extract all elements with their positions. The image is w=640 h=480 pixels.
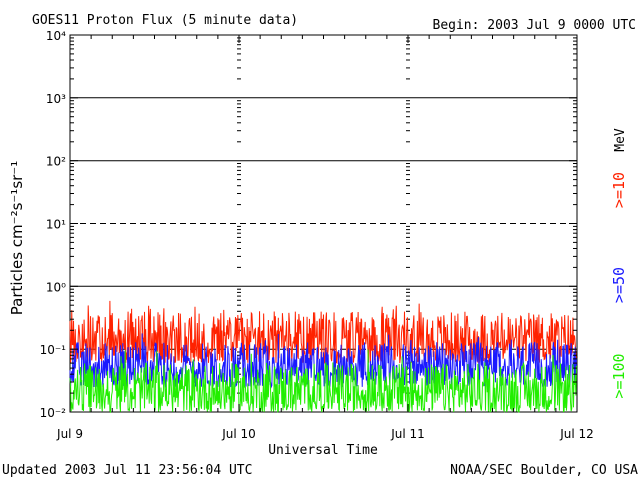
x-axis-label: Universal Time (268, 443, 378, 458)
y-axis-label: Particles cm⁻²s⁻¹sr⁻¹ (8, 161, 26, 315)
gridlines (70, 97, 577, 350)
y-tick-label: 10² (46, 155, 66, 169)
legend-entry: >=10 (610, 172, 628, 208)
x-tick-label: Jul 9 (56, 427, 83, 441)
begin-time-label: Begin: 2003 Jul 9 0000 UTC (433, 18, 637, 33)
y-axis-ticks: 10⁻² 10⁻¹ 10⁰ 10¹ 10² 10³ 10⁴ (40, 29, 577, 420)
y-tick-label: 10⁻² (40, 406, 67, 420)
y-tick-label: 10⁴ (46, 29, 66, 43)
legend: MeV >=10 >=50 >=100 (610, 128, 628, 398)
legend-entry: >=50 (610, 267, 628, 303)
series-line-1 (69, 333, 577, 389)
y-tick-label: 10¹ (46, 218, 66, 232)
series-line-2 (69, 349, 577, 414)
series-line-0 (69, 300, 577, 365)
series-layer (69, 300, 577, 414)
credit-label: NOAA/SEC Boulder, CO USA (450, 463, 638, 478)
y-tick-label: 10⁻¹ (40, 343, 67, 357)
y-tick-label: 10⁰ (46, 280, 66, 294)
x-axis-ticks: Jul 9 Jul 10 Jul 11 Jul 12 (56, 35, 594, 441)
chart-title: GOES11 Proton Flux (5 minute data) (32, 13, 298, 28)
legend-unit-label: MeV (613, 128, 628, 152)
x-tick-label: Jul 11 (390, 427, 425, 441)
legend-entry: >=100 (610, 353, 628, 398)
y-tick-label: 10³ (46, 92, 66, 106)
updated-timestamp: Updated 2003 Jul 11 23:56:04 UTC (2, 463, 252, 478)
x-tick-label: Jul 10 (221, 427, 256, 441)
x-tick-label: Jul 12 (559, 427, 594, 441)
